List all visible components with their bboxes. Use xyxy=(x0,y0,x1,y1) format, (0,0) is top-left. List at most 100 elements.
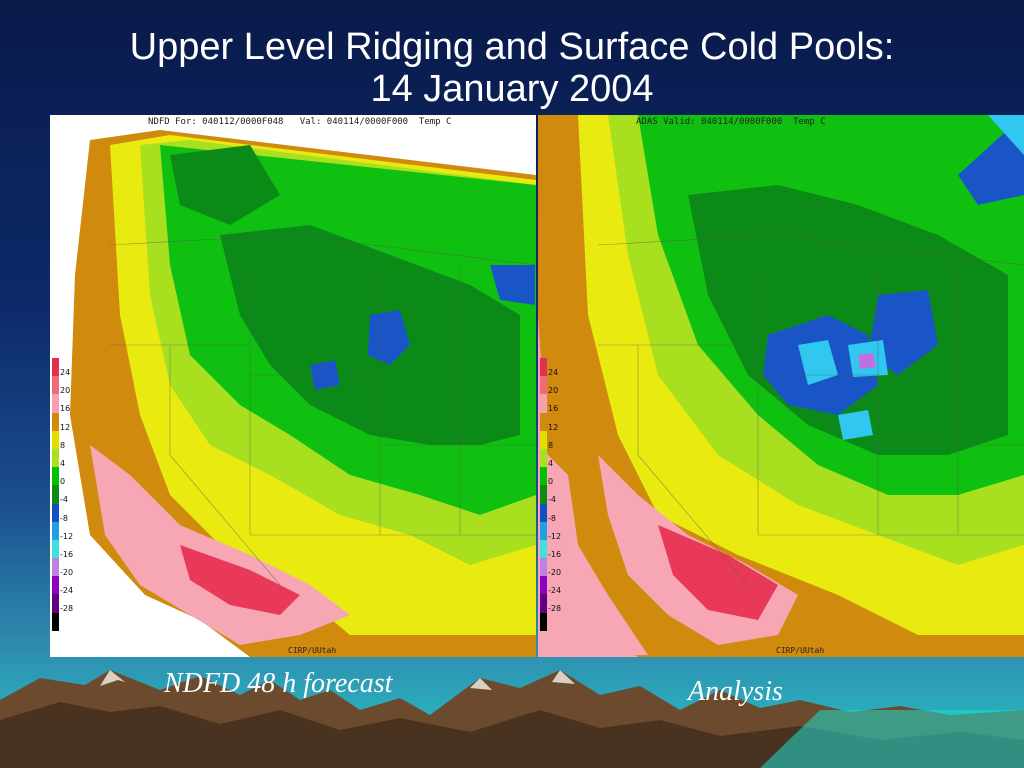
legend-row: -16 xyxy=(540,539,570,559)
legend-label: -8 xyxy=(548,513,556,523)
mountain-range-illustration xyxy=(0,670,1024,768)
legend-label: -12 xyxy=(60,531,74,541)
legend-swatch xyxy=(540,503,547,522)
legend-swatch xyxy=(52,358,59,377)
legend-row: -4 xyxy=(540,485,570,505)
legend-row: 8 xyxy=(52,430,82,450)
legend-swatch xyxy=(52,485,59,504)
title-line-2: 14 January 2004 xyxy=(370,68,654,110)
legend-row xyxy=(52,612,82,631)
legend-swatch xyxy=(540,539,547,559)
legend-swatch xyxy=(52,448,59,468)
legend-row: -12 xyxy=(52,521,82,541)
legend-swatch xyxy=(52,430,59,449)
legend-row: 4 xyxy=(52,448,82,468)
legend-swatch xyxy=(52,558,59,577)
legend-row: -24 xyxy=(52,576,82,596)
legend-swatch xyxy=(540,485,547,504)
legend-swatch xyxy=(52,576,59,595)
legend-label: 20 xyxy=(548,386,559,396)
legend-swatch xyxy=(540,612,547,631)
legend-row: -20 xyxy=(52,558,82,578)
legend-row: 16 xyxy=(540,394,570,414)
legend-row: 20 xyxy=(52,376,82,396)
legend-label: -28 xyxy=(548,604,562,614)
legend-row: 12 xyxy=(540,412,570,432)
legend-swatch xyxy=(540,358,547,377)
legend-swatch xyxy=(52,467,59,486)
legend-swatch xyxy=(52,612,59,631)
legend-swatch xyxy=(52,412,59,431)
legend-label: 12 xyxy=(548,422,559,432)
legend-label: -24 xyxy=(60,586,74,596)
legend-label: -16 xyxy=(548,549,562,559)
temperature-legend: 24 20 16 12 8 4 0 -4 -8 -12 -16 -20 -24 -28 xyxy=(52,358,82,631)
legend-row: -28 xyxy=(540,594,570,614)
legend-label: -24 xyxy=(548,586,562,596)
legend-label: 8 xyxy=(60,440,66,450)
adas-analysis-map: ADAS Valid: 040114/0000F000 Temp C CIRP/… xyxy=(538,115,1024,657)
legend-label: 12 xyxy=(60,422,71,432)
legend-label: -8 xyxy=(60,513,68,523)
legend-swatch xyxy=(540,521,547,540)
legend-row: 8 xyxy=(540,430,570,450)
legend-label: -20 xyxy=(60,568,74,578)
legend-row: -24 xyxy=(540,576,570,596)
legend-row: -16 xyxy=(52,539,82,559)
analysis-caption: Analysis xyxy=(688,676,783,707)
legend-row: 12 xyxy=(52,412,82,432)
legend-swatch xyxy=(52,521,59,540)
legend-label: 0 xyxy=(60,477,66,487)
temperature-legend: 24 20 16 12 8 4 0 -4 -8 -12 -16 -20 -24 -28 xyxy=(540,358,570,631)
legend-swatch xyxy=(540,412,547,431)
legend-swatch xyxy=(52,594,59,613)
legend-swatch xyxy=(540,448,547,468)
legend-label: -20 xyxy=(548,568,562,578)
legend-row: -20 xyxy=(540,558,570,578)
legend-row: -12 xyxy=(540,521,570,541)
legend-label: -4 xyxy=(548,495,556,505)
legend-swatch xyxy=(540,576,547,595)
legend-swatch xyxy=(540,558,547,577)
adas-temperature-field xyxy=(538,115,1024,657)
forecast-caption: NDFD 48 h forecast xyxy=(164,668,393,699)
legend-swatch xyxy=(540,430,547,449)
legend-row: 4 xyxy=(540,448,570,468)
legend-swatch xyxy=(52,394,59,413)
legend-label: 24 xyxy=(60,368,71,377)
map-header-text: NDFD For: 040112/0000F048 Val: 040114/00… xyxy=(148,117,452,127)
legend-swatch xyxy=(540,467,547,486)
legend-row: 0 xyxy=(540,467,570,487)
legend-label: 24 xyxy=(548,368,559,377)
ndfd-forecast-map: NDFD For: 040112/0000F048 Val: 040114/00… xyxy=(50,115,536,657)
legend-row: -4 xyxy=(52,485,82,505)
legend-row: 24 xyxy=(52,358,82,377)
legend-label: 16 xyxy=(548,404,559,414)
map-header-text: ADAS Valid: 040114/0000F000 Temp C xyxy=(636,117,826,127)
map-credit-text: CIRP/UUtah xyxy=(288,646,337,655)
legend-row: -28 xyxy=(52,594,82,614)
legend-row: -8 xyxy=(540,503,570,523)
legend-label: 0 xyxy=(548,477,554,487)
legend-label: -12 xyxy=(548,531,562,541)
legend-label: 20 xyxy=(60,386,71,396)
legend-row: -8 xyxy=(52,503,82,523)
legend-row: 20 xyxy=(540,376,570,396)
legend-swatch xyxy=(540,376,547,395)
legend-label: 4 xyxy=(548,458,554,468)
legend-row: 0 xyxy=(52,467,82,487)
legend-swatch xyxy=(52,539,59,559)
legend-swatch xyxy=(540,394,547,413)
legend-label: -16 xyxy=(60,549,74,559)
legend-label: 4 xyxy=(60,458,66,468)
legend-swatch xyxy=(52,503,59,522)
title-line-1: Upper Level Ridging and Surface Cold Poo… xyxy=(129,26,895,68)
legend-swatch xyxy=(540,594,547,613)
legend-label: 8 xyxy=(548,440,554,450)
legend-label: 16 xyxy=(60,404,71,414)
legend-row xyxy=(540,612,570,631)
legend-label: -28 xyxy=(60,604,74,614)
slide-title: Upper Level Ridging and Surface Cold Poo… xyxy=(0,26,1024,110)
ndfd-temperature-field xyxy=(50,115,536,657)
legend-label: -4 xyxy=(60,495,68,505)
